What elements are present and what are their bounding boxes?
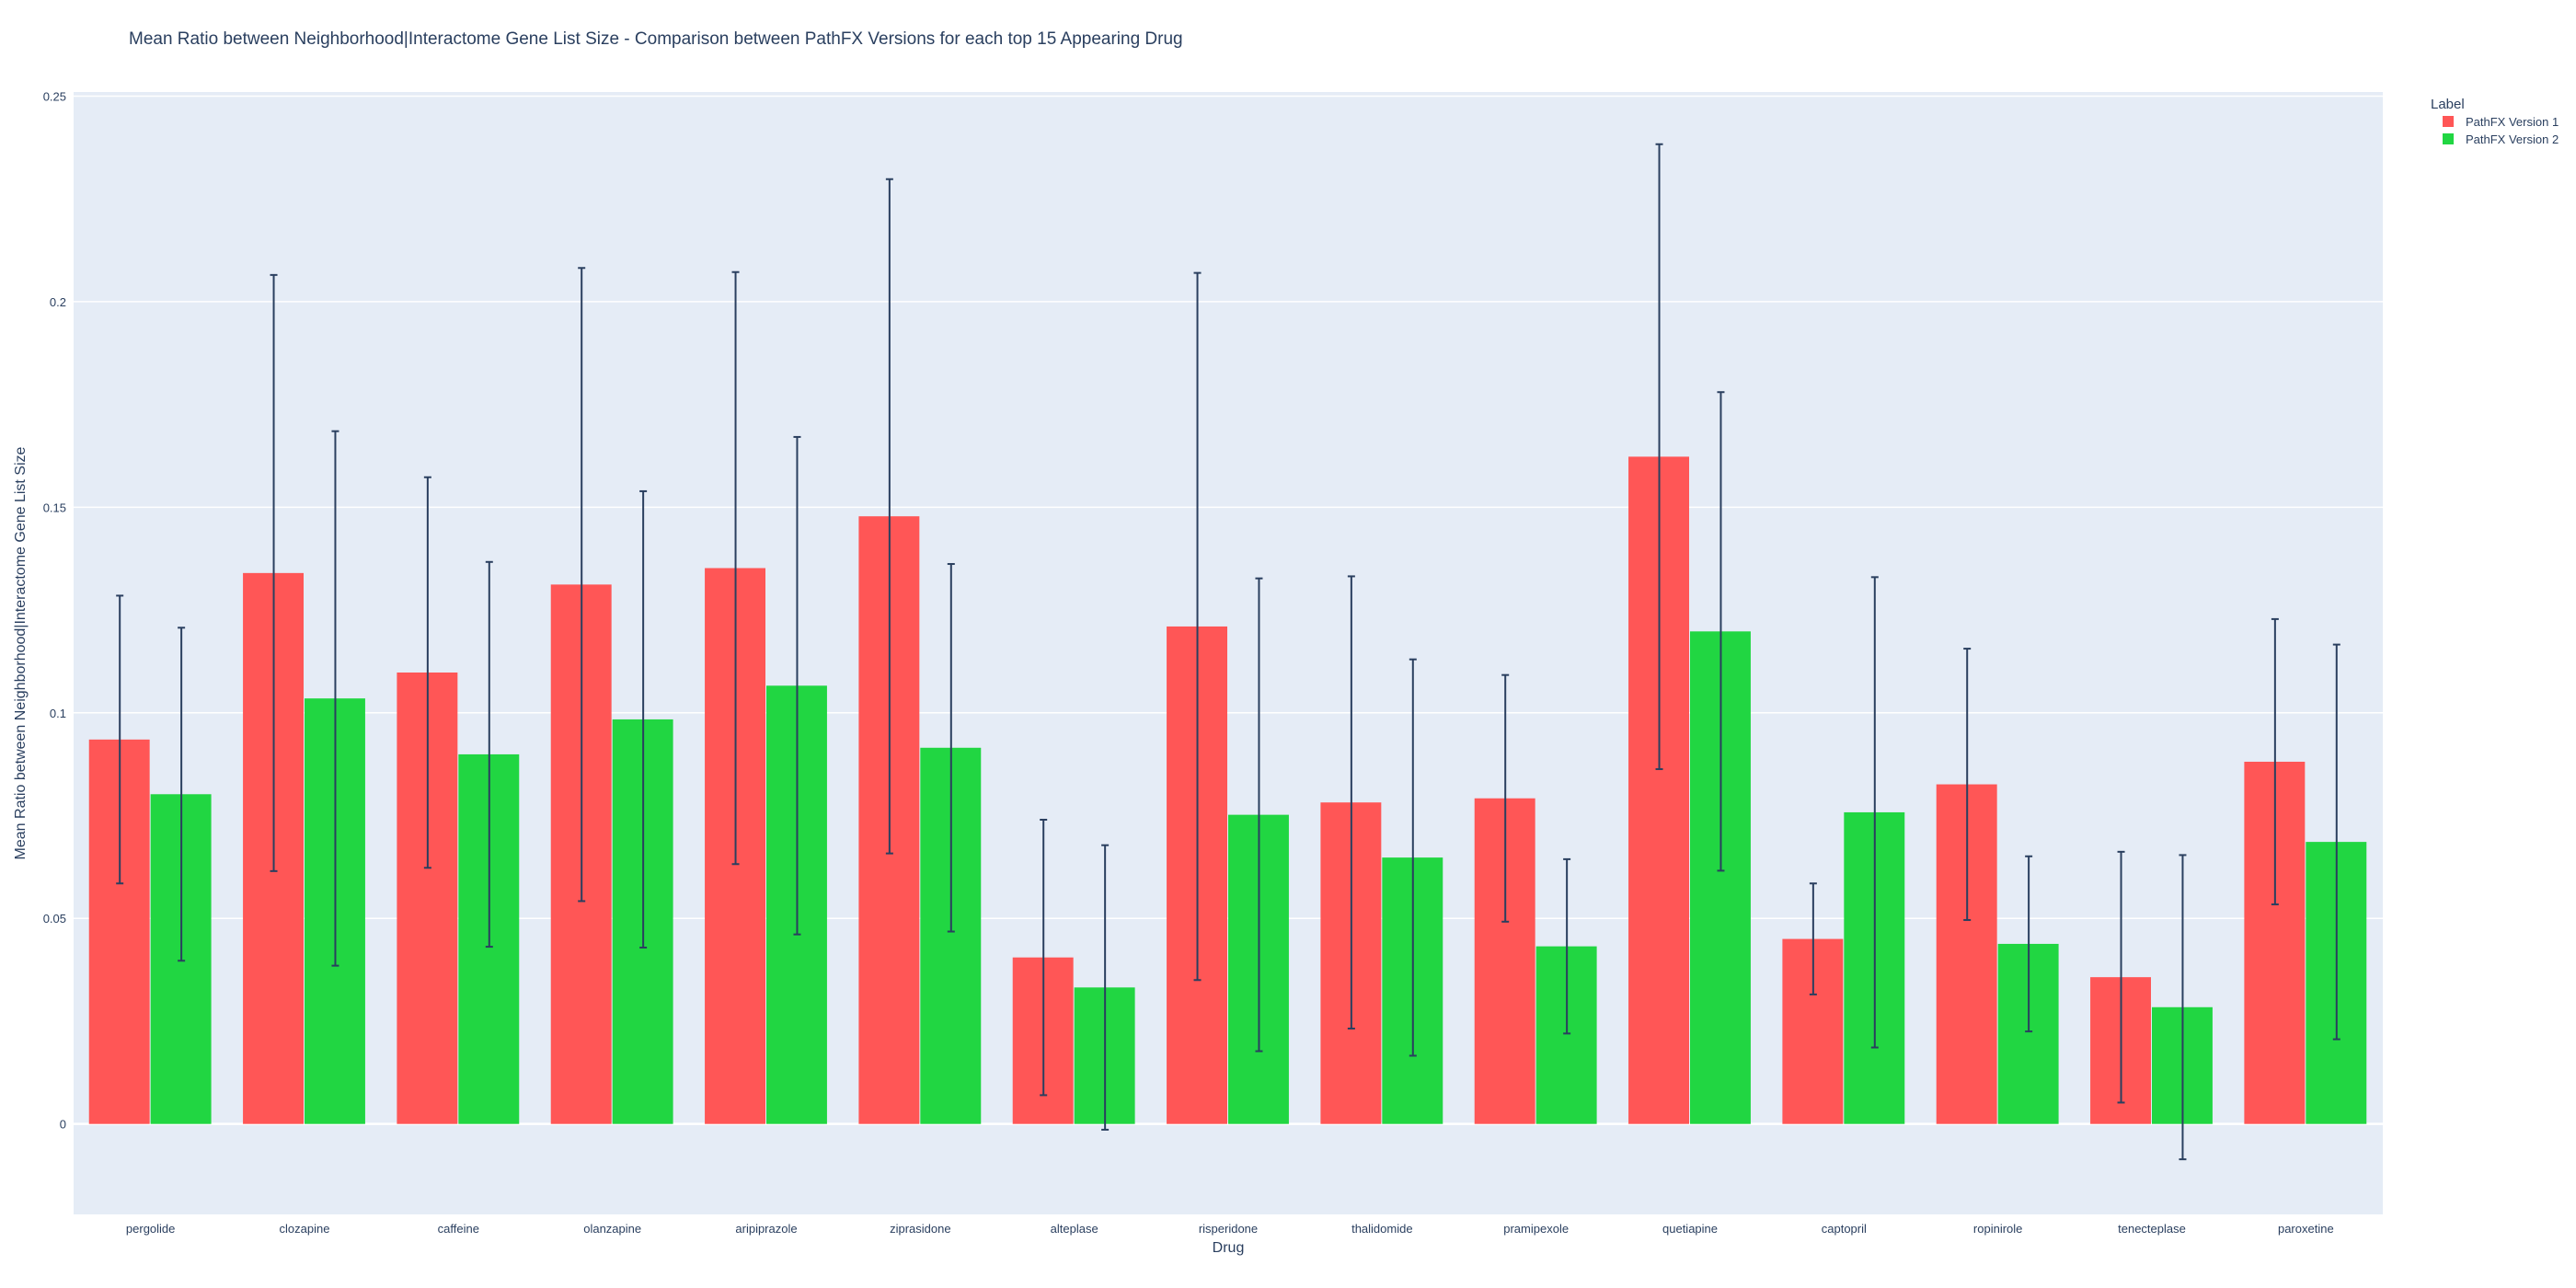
chart-title: Mean Ratio between Neighborhood|Interact… (129, 29, 1183, 49)
x-tick-label-caffeine: caffeine (438, 1222, 479, 1236)
legend: Label PathFX Version 1 PathFX Version 2 (2431, 97, 2559, 146)
x-tick-label-quetiapine: quetiapine (1662, 1222, 1718, 1236)
y-tick-label: 0.2 (50, 295, 66, 309)
x-tick-label-paroxetine: paroxetine (2278, 1222, 2334, 1236)
x-tick-label-pramipexole: pramipexole (1503, 1222, 1569, 1236)
x-tick-label-aripiprazole: aripiprazole (735, 1222, 797, 1236)
y-tick-label: 0.1 (50, 707, 66, 720)
y-tick-label: 0.25 (43, 89, 66, 103)
x-axis-ticks: pergolide clozapine caffeine olanzapine arip… (126, 1222, 2334, 1236)
legend-label-series-1: PathFX Version 1 (2466, 115, 2559, 129)
legend-label-series-2: PathFX Version 2 (2466, 132, 2559, 146)
y-tick-label: 0 (60, 1118, 66, 1132)
y-tick-label: 0.15 (43, 500, 66, 514)
x-tick-label-olanzapine: olanzapine (583, 1222, 641, 1236)
x-axis-title: Drug (1213, 1240, 1245, 1256)
error-bars (116, 143, 2340, 1161)
x-tick-label-pergolide: pergolide (126, 1222, 176, 1236)
y-axis-ticks: 0 0.05 0.1 0.15 0.2 0.25 (43, 89, 66, 1131)
x-tick-label-ropinirole: ropinirole (1973, 1222, 2022, 1236)
legend-swatch-series-2 (2443, 133, 2454, 144)
x-tick-label-clozapine: clozapine (280, 1222, 330, 1236)
x-tick-label-ziprasidone: ziprasidone (890, 1222, 951, 1236)
x-tick-label-captopril: captopril (1822, 1222, 1867, 1236)
y-axis-title: Mean Ratio between Neighborhood|Interact… (13, 446, 29, 859)
x-tick-label-risperidone: risperidone (1199, 1222, 1258, 1236)
legend-title: Label (2431, 97, 2465, 112)
y-tick-label: 0.05 (43, 912, 66, 926)
legend-swatch-series-1 (2443, 116, 2454, 127)
x-tick-label-alteplase: alteplase (1051, 1222, 1098, 1236)
x-tick-label-tenecteplase: tenecteplase (2118, 1222, 2186, 1236)
bars (88, 456, 2367, 1124)
x-tick-label-thalidomide: thalidomide (1351, 1222, 1413, 1236)
